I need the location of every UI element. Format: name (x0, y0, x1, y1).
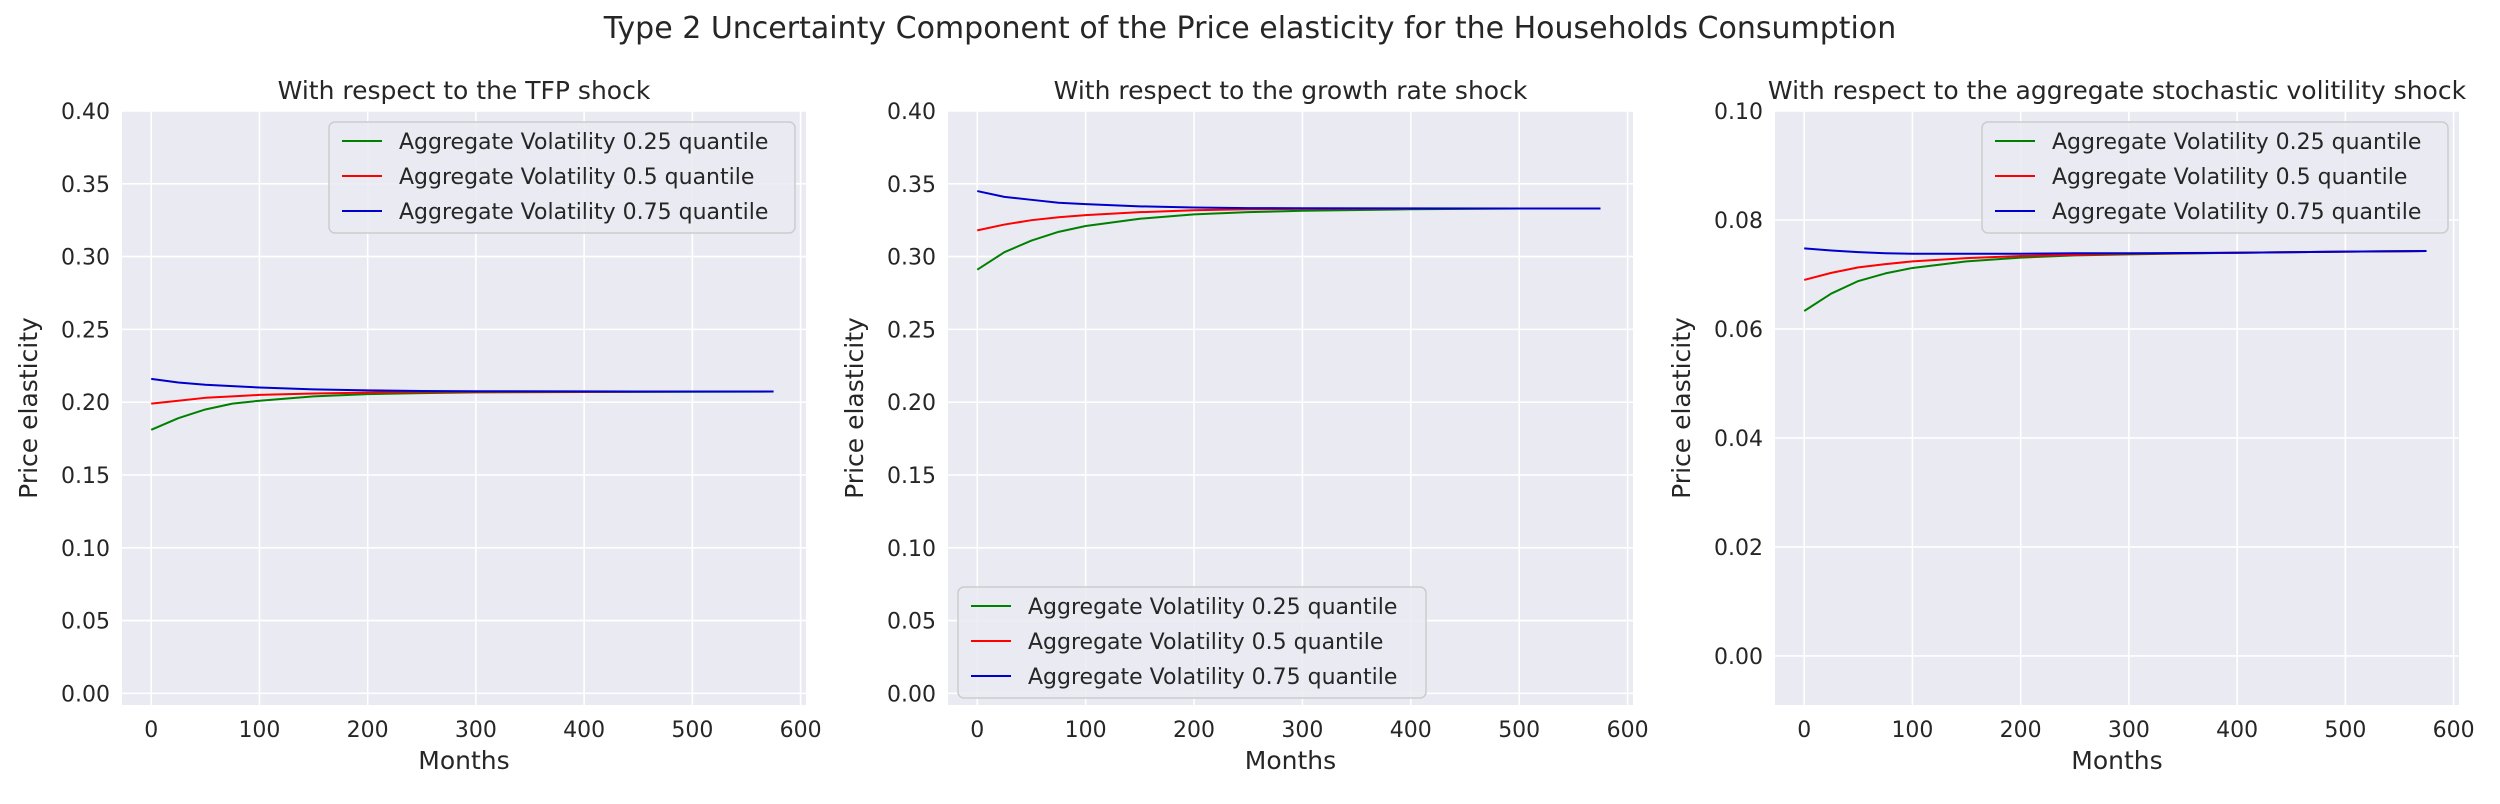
x-tick-label: 400 (1390, 718, 1432, 743)
x-tick-label: 600 (780, 718, 822, 743)
legend: Aggregate Volatility 0.25 quantile Aggreg… (957, 586, 1427, 699)
y-tick-label: 0.10 (61, 537, 110, 562)
legend-entry: Aggregate Volatility 0.25 quantile (399, 130, 768, 155)
y-tick-label: 0.20 (887, 391, 936, 416)
y-tick-label: 0.10 (887, 537, 936, 562)
x-tick-label: 0 (144, 718, 158, 743)
series-line-3 (151, 377, 774, 393)
x-tick-label: 500 (671, 718, 713, 743)
y-tick-label: 0.00 (887, 682, 936, 707)
legend-box (957, 586, 1427, 699)
x-tick-label: 300 (1281, 718, 1323, 743)
legend: Aggregate Volatility 0.25 quantile Aggreg… (328, 121, 796, 234)
x-axis-label: Months (1245, 746, 1336, 775)
x-tick-label: 600 (2433, 718, 2475, 743)
y-tick-label: 0.02 (1714, 536, 1763, 561)
x-tick-label: 100 (1065, 718, 1107, 743)
y-tick-label: 0.30 (61, 246, 110, 271)
legend-box (1981, 121, 2449, 234)
x-tick-label: 0 (1797, 718, 1811, 743)
y-tick-label: 0.00 (1714, 645, 1763, 670)
x-tick-label: 100 (238, 718, 280, 743)
y-tick-label: 0.25 (887, 318, 936, 343)
y-tick-label: 0.35 (887, 173, 936, 198)
y-tick-label: 0.20 (61, 391, 110, 416)
x-tick-label: 200 (2000, 718, 2042, 743)
x-tick-label: 200 (1173, 718, 1215, 743)
grid (948, 110, 1633, 705)
y-tick-label: 0.08 (1714, 209, 1763, 234)
y-tick-label: 0.40 (61, 100, 110, 125)
y-tick-label: 0.10 (1714, 100, 1763, 125)
y-tick-label: 0.06 (1714, 318, 1763, 343)
y-tick-label: 0.15 (887, 464, 936, 489)
legend-entry: Aggregate Volatility 0.25 quantile (1028, 595, 1397, 620)
y-tick-label: 0.05 (887, 610, 936, 635)
y-tick-label: 0.40 (887, 100, 936, 125)
y-tick-label: 0.30 (887, 246, 936, 271)
x-tick-label: 300 (455, 718, 497, 743)
x-tick-label: 0 (970, 718, 984, 743)
y-axis-label: Price elasticity (840, 317, 869, 499)
y-tick-label: 0.05 (61, 610, 110, 635)
x-axis-label: Months (418, 746, 509, 775)
x-tick-label: 100 (1891, 718, 1933, 743)
x-tick-label: 200 (347, 718, 389, 743)
x-tick-label: 400 (563, 718, 605, 743)
x-tick-label: 500 (1498, 718, 1540, 743)
legend-entry: Aggregate Volatility 0.5 quantile (1028, 630, 1383, 655)
x-tick-label: 600 (1607, 718, 1649, 743)
legend-entry: Aggregate Volatility 0.5 quantile (2052, 165, 2407, 190)
x-tick-label: 500 (2324, 718, 2366, 743)
legend: Aggregate Volatility 0.25 quantile Aggreg… (1981, 121, 2449, 234)
y-tick-label: 0.00 (61, 682, 110, 707)
y-axis-label: Price elasticity (14, 317, 43, 499)
legend-entry: Aggregate Volatility 0.5 quantile (399, 165, 754, 190)
legend-box (328, 121, 796, 234)
y-tick-label: 0.25 (61, 318, 110, 343)
subplots: 0 100 200 300 400 500 600 0.00 0.05 0.10 0.15 0.20 0… (14, 76, 2475, 775)
subplot-1: 0 100 200 300 400 500 600 0.00 0.05 0.10 0.15 0.20 0… (14, 76, 822, 775)
series-line-3 (1804, 247, 2427, 255)
legend-entry: Aggregate Volatility 0.25 quantile (2052, 130, 2421, 155)
x-axis-label: Months (2071, 746, 2162, 775)
y-axis-label: Price elasticity (1667, 317, 1696, 499)
x-tick-label: 300 (2108, 718, 2150, 743)
y-tick-label: 0.35 (61, 173, 110, 198)
y-tick-label: 0.15 (61, 464, 110, 489)
legend-entry: Aggregate Volatility 0.75 quantile (2052, 200, 2421, 225)
legend-entry: Aggregate Volatility 0.75 quantile (399, 200, 768, 225)
legend-entry: Aggregate Volatility 0.75 quantile (1028, 665, 1397, 690)
subplot-title: With respect to the TFP shock (278, 76, 651, 105)
subplot-title: With respect to the aggregate stochastic… (1768, 76, 2467, 105)
y-tick-label: 0.04 (1714, 427, 1763, 452)
x-tick-label: 400 (2216, 718, 2258, 743)
subplot-2: 0 100 200 300 400 500 600 0.00 0.05 0.10 0.15 0.20 0… (840, 76, 1649, 775)
series-line-3 (977, 190, 1601, 210)
figure-suptitle: Type 2 Uncertainty Component of the Pric… (603, 11, 1896, 46)
subplot-title: With respect to the growth rate shock (1054, 76, 1528, 105)
subplot-3: 0 100 200 300 400 500 600 0.00 0.02 0.04 0.06 0.08 0… (1667, 76, 2475, 775)
